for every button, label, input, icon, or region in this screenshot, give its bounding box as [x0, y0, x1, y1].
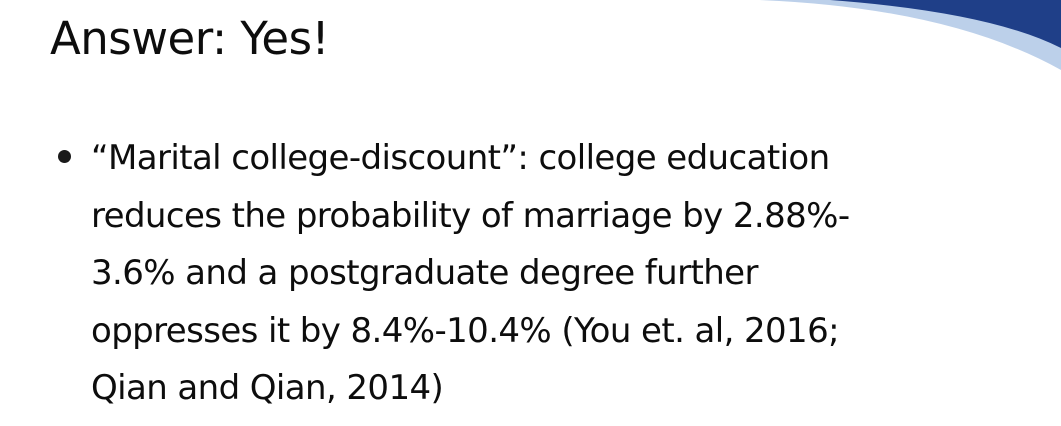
- swoosh-light-band: [760, 0, 1061, 70]
- bullet-list: “Marital college-discount”: college educ…: [58, 130, 850, 418]
- bullet-text-line: “Marital college-discount”: college educ…: [91, 138, 830, 178]
- bullet-dot-icon: [58, 150, 71, 163]
- bullet-text-line: 3.6% and a postgraduate degree further: [91, 253, 758, 293]
- bullet-item: “Marital college-discount”: college educ…: [58, 130, 850, 418]
- slide-title: Answer: Yes!: [50, 12, 330, 65]
- bullet-text-line: oppresses it by 8.4%-10.4% (You et. al, …: [91, 310, 840, 351]
- bullet-text-line: Qian and Qian, 2014): [91, 368, 444, 408]
- bullet-text-line: reduces the probability of marriage by 2…: [91, 195, 850, 236]
- swoosh-dark-band: [830, 0, 1061, 48]
